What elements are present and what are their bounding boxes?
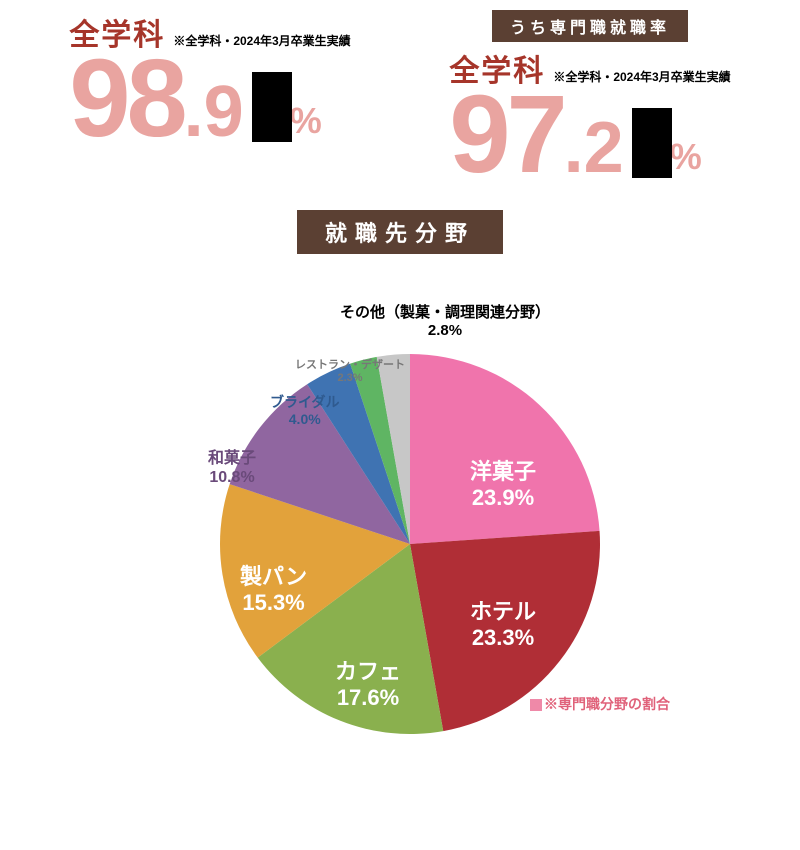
slice-value: 17.6%	[335, 685, 401, 711]
chart-section: 就職先分野 ※専門職分野の割合 洋菓子23.9%ホテル23.3%カフェ17.6%…	[0, 210, 800, 764]
slice-name: レストラン・デザート	[295, 359, 405, 372]
slice-name: ホテル	[470, 599, 536, 625]
pie-chart: ※専門職分野の割合 洋菓子23.9%ホテル23.3%カフェ17.6%製パン15.…	[170, 264, 630, 764]
slice-value: 23.3%	[470, 625, 536, 651]
slice-name: ブライダル	[270, 394, 339, 411]
stat-right-pctbox	[632, 108, 672, 178]
slice-value: 2.8%	[340, 322, 550, 340]
chart-title: 就職先分野	[297, 210, 503, 254]
slice-label: 和菓子10.8%	[208, 449, 256, 487]
slice-name: その他（製菓・調理関連分野）	[340, 304, 550, 322]
stat-right-note: ※全学科・2024年3月卒業生実績	[553, 68, 730, 85]
slice-name: カフェ	[335, 659, 401, 685]
slice-label: ホテル23.3%	[470, 599, 536, 652]
slice-label: カフェ17.6%	[335, 659, 401, 712]
stat-right-int: 97	[449, 80, 563, 190]
slice-label: レストラン・デザート2.3%	[295, 359, 405, 385]
stat-left-dec: .9	[184, 76, 244, 148]
stat-left-int: 98	[69, 44, 183, 154]
slice-value: 2.3%	[295, 372, 405, 385]
slice-value: 10.8%	[208, 468, 256, 487]
stat-left-value: 98 .9 %	[69, 44, 350, 154]
slice-value: 15.3%	[240, 590, 307, 616]
slice-label: ブライダル4.0%	[270, 394, 339, 428]
pie-slice	[410, 354, 600, 544]
stat-right-pct: %	[670, 136, 702, 178]
slice-name: 製パン	[240, 564, 307, 590]
stat-left: 全学科 ※全学科・2024年3月卒業生実績 98 .9 %	[69, 10, 350, 190]
slice-name: 洋菓子	[470, 459, 536, 485]
slice-value: 23.9%	[470, 485, 536, 511]
stat-left-note: ※全学科・2024年3月卒業生実績	[173, 32, 350, 49]
stat-right-badge: うち専門職就職率	[492, 10, 688, 42]
slice-label: 製パン15.3%	[240, 564, 307, 617]
slice-value: 4.0%	[270, 411, 339, 428]
slice-label: 洋菓子23.9%	[470, 459, 536, 512]
stat-right: うち専門職就職率 全学科 ※全学科・2024年3月卒業生実績 97 .2 %	[449, 10, 730, 190]
top-stats: 全学科 ※全学科・2024年3月卒業生実績 98 .9 % うち専門職就職率 全…	[0, 0, 800, 190]
stat-right-dec: .2	[564, 112, 624, 184]
stat-left-pctbox	[252, 72, 292, 142]
slice-label: その他（製菓・調理関連分野）2.8%	[340, 304, 550, 340]
stat-right-value: 97 .2 %	[449, 80, 730, 190]
stat-left-pct: %	[290, 100, 322, 142]
slice-name: 和菓子	[208, 449, 256, 468]
